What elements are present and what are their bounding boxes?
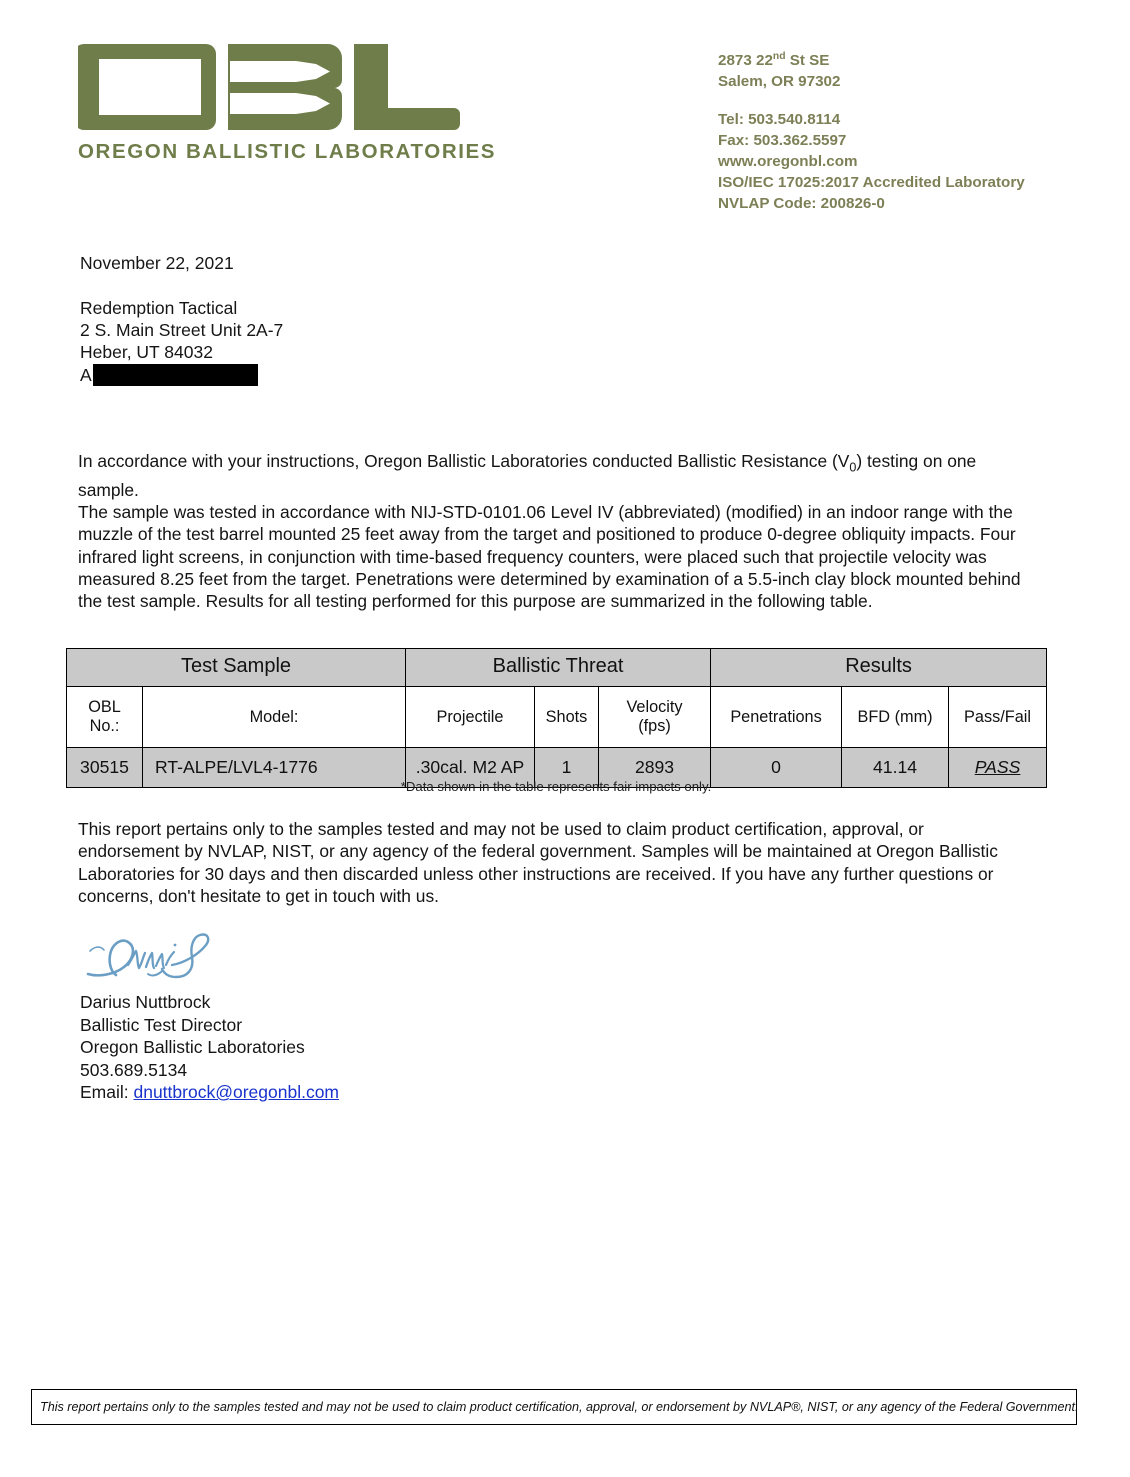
handwritten-signature-icon [86,933,210,979]
signer-name: Darius Nuttbrock [80,992,211,1012]
column-header-model: Model: [142,686,406,748]
table-subheader-row: OBL No.: Model: Projectile Shots Velocity… [66,686,1048,748]
column-header-bfd: BFD (mm) [841,686,950,748]
recipient-city-state-zip: Heber, UT 84032 [80,342,213,363]
recipient-name: Redemption Tactical [80,298,238,318]
recipient-redacted-line: A [80,363,283,386]
closing-paragraph: This report pertains only to the samples… [78,819,998,906]
spacer [718,92,1025,109]
cell-pass-fail: PASS [948,747,1048,788]
group-header-results: Results [710,648,1048,687]
signer-title: Ballistic Test Director [80,1014,243,1035]
v-zero-subscript: 0 [849,460,857,475]
recipient-address-block: Redemption Tactical 2 S. Main Street Uni… [80,297,283,386]
results-table-container: Test Sample Ballistic Threat Results OBL… [66,648,1048,788]
cell-penetrations: 0 [710,747,843,788]
website[interactable]: www.oregonbl.com [718,153,858,171]
intro-sentence-1-part2: ) testing on one sample. [78,451,977,500]
velocity-line2: (fps) [638,717,671,735]
footer-disclaimer-box: This report pertains only to the samples… [31,1389,1079,1425]
email-label: Email: [80,1082,134,1102]
table-footnote: *Data shown in the table represents fair… [400,779,712,794]
signer-details: Darius Nuttbrock Ballistic Test Director… [80,991,339,1104]
telephone: Tel: 503.540.8114 [718,111,841,129]
column-header-penetrations: Penetrations [710,686,843,748]
company-logo: OREGON BALLISTIC LABORATORIES [78,38,497,164]
column-header-pass-fail: Pass/Fail [948,686,1048,748]
cell-projectile: .30cal. M2 AP [405,747,535,788]
recipient-street: 2 S. Main Street Unit 2A-7 [80,320,284,341]
email-link[interactable]: dnuttbrock@oregonbl.com [133,1082,339,1102]
signer-email-line: Email: dnuttbrock@oregonbl.com [80,1081,339,1104]
obl-no-line1: OBL [88,698,121,716]
intro-sentence-1-part1: In accordance with your instructions, Or… [78,451,850,471]
results-table: Test Sample Ballistic Threat Results OBL… [66,648,1048,788]
contact-info: 2873 22nd St SE Salem, OR 97302 Tel: 503… [718,46,1025,214]
signature-block: Darius Nuttbrock Ballistic Test Director… [80,925,339,1104]
redaction-bar [92,363,258,386]
group-header-ballistic-threat: Ballistic Threat [404,648,712,687]
table-row: 30515 RT-ALPE/LVL4-1776 .30cal. M2 AP 1 … [66,747,1048,788]
redacted-prefix: A [80,364,92,385]
cell-obl-no: 30515 [66,747,143,788]
letterhead: OREGON BALLISTIC LABORATORIES 2873 22nd … [0,0,1130,230]
logo-wordmark: OREGON BALLISTIC LABORATORIES [78,140,497,163]
fax: Fax: 503.362.5597 [718,132,847,150]
velocity-line1: Velocity [626,698,683,716]
column-header-projectile: Projectile [405,686,535,748]
column-header-shots: Shots [534,686,599,748]
signer-organization: Oregon Ballistic Laboratories [80,1037,305,1057]
group-header-test-sample: Test Sample [66,648,406,687]
footer-disclaimer-text: This report pertains only to the samples… [40,1400,1079,1414]
cell-shots: 1 [534,747,599,788]
column-header-obl-no: OBL No.: [66,686,143,748]
intro-sentence-2: The sample was tested in accordance with… [78,502,1021,612]
signer-phone: 503.689.5134 [80,1059,188,1080]
cell-velocity: 2893 [597,747,712,788]
accreditation: ISO/IEC 17025:2017 Accredited Laboratory [718,174,1025,192]
table-group-header-row: Test Sample Ballistic Threat Results [66,648,1048,687]
obl-no-line2: No.: [89,717,120,735]
intro-paragraph: In accordance with your instructions, Or… [78,450,1022,613]
letter-date: November 22, 2021 [80,253,234,273]
nvlap-code: NVLAP Code: 200826-0 [718,195,885,213]
cell-model: RT-ALPE/LVL4-1776 [142,747,406,788]
address-line-1: 2873 22nd St SE [718,51,830,70]
column-header-velocity: Velocity (fps) [597,686,712,748]
address-line-2: Salem, OR 97302 [718,73,841,91]
obl-logo-icon [78,44,460,130]
cell-bfd: 41.14 [841,747,950,788]
